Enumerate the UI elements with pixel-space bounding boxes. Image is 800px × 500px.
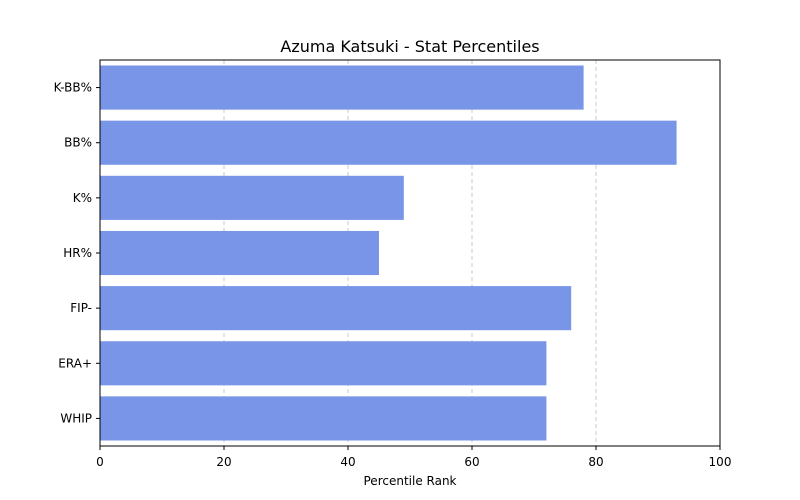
x-axis-label: Percentile Rank [364,474,457,488]
y-tick-label: ERA+ [58,356,92,370]
y-tick-label: K-BB% [54,81,92,95]
bar-k [100,175,404,220]
y-tick-label: HR% [63,246,92,260]
bar-hr [100,230,379,276]
bar-k-bb [100,65,584,110]
y-tick-label: FIP- [70,301,92,315]
x-tick-label: 20 [216,455,231,469]
x-tick-label: 60 [464,455,479,469]
x-tick-label: 40 [340,455,355,469]
y-tick-label: K% [73,191,92,205]
y-tick-label: BB% [64,136,92,150]
bar-fip [100,286,572,331]
bar-whip [100,396,547,441]
x-tick-label: 0 [96,455,104,469]
x-axis: 0 20 40 60 80 100 [96,446,731,469]
x-tick-label: 100 [709,455,732,469]
y-axis: K-BB% BB% K% HR% FIP- ERA+ WHIP [54,81,100,425]
x-tick-label: 80 [588,455,603,469]
y-tick-label: WHIP [60,411,92,425]
bars-group [100,65,677,441]
bar-bb [100,120,677,165]
bar-era [100,341,547,386]
chart-title: Azuma Katsuki - Stat Percentiles [280,37,539,56]
